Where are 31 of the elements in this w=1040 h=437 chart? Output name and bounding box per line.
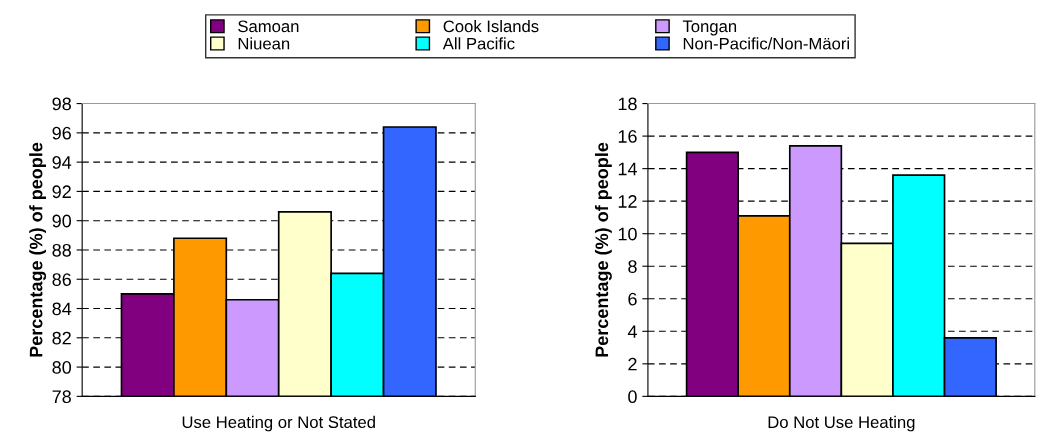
x-tick-label: Use Heating or Not Stated (182, 415, 375, 432)
y-tick-label: 90 (52, 214, 72, 228)
legend-label: All Pacific (442, 37, 515, 50)
y-tick-label: 18 (618, 97, 637, 111)
y-tick-label: 2 (628, 357, 637, 371)
y-tick-label: 16 (618, 130, 637, 143)
y-tick-label: 84 (52, 302, 72, 316)
y-axis-title: Percentage (%) of people (594, 142, 612, 357)
y-tick-label: 82 (52, 331, 71, 345)
y-tick-label: 12 (618, 195, 637, 208)
y-tick-label: 98 (52, 97, 71, 111)
legend-label: Niuean (238, 37, 290, 50)
y-tick-label: 4 (627, 325, 637, 338)
y-axis-title: Percentage (%) of people (29, 142, 47, 357)
y-tick-label: 14 (618, 162, 637, 176)
legend-label: Tongan (682, 20, 737, 36)
y-tick-label: 92 (52, 185, 71, 199)
legend-label: Non-Pacific/Non-Mäori (683, 37, 849, 50)
y-tick-label: 96 (52, 126, 71, 140)
y-tick-label: 80 (52, 361, 72, 374)
legend-label: Samoan (238, 20, 299, 33)
y-tick-label: 94 (52, 156, 72, 169)
y-tick-label: 78 (52, 390, 71, 404)
y-tick-label: 10 (618, 227, 637, 241)
y-tick-label: 8 (628, 260, 637, 273)
x-tick-label: Do Not Use Heating (768, 415, 915, 432)
y-tick-label: 86 (52, 273, 71, 286)
y-tick-label: 6 (628, 292, 637, 306)
y-tick-label: 88 (52, 243, 71, 257)
legend-label: Cook Islands (443, 19, 539, 33)
y-tick-label: 0 (628, 390, 637, 404)
